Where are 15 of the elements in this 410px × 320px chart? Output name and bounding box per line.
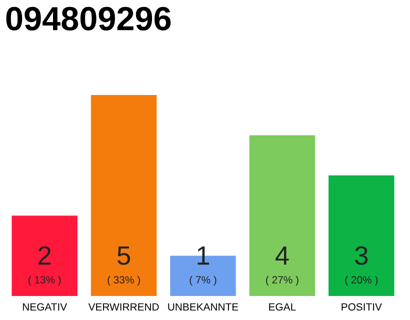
x-tick-label: EGAL: [269, 303, 296, 311]
bar: [90, 95, 157, 296]
x-tick-label: UNBEKANNTE: [168, 303, 238, 311]
data-label: 5 ( 33% ): [108, 246, 140, 286]
data-label: 4 ( 27% ): [266, 246, 298, 286]
data-label: 2 ( 13% ): [28, 246, 61, 286]
x-tick-label: POSITIV: [342, 303, 382, 311]
data-label: 1 ( 7% ): [190, 246, 216, 286]
x-tick-label: VERWIRREND: [88, 303, 159, 310]
x-tick-label: NEGATIV: [22, 303, 68, 311]
bar: [249, 135, 316, 296]
chart-title: 094809296: [6, 6, 171, 30]
data-label: 3 ( 20% ): [345, 246, 378, 286]
bar: [12, 216, 78, 296]
bar: [328, 175, 394, 296]
